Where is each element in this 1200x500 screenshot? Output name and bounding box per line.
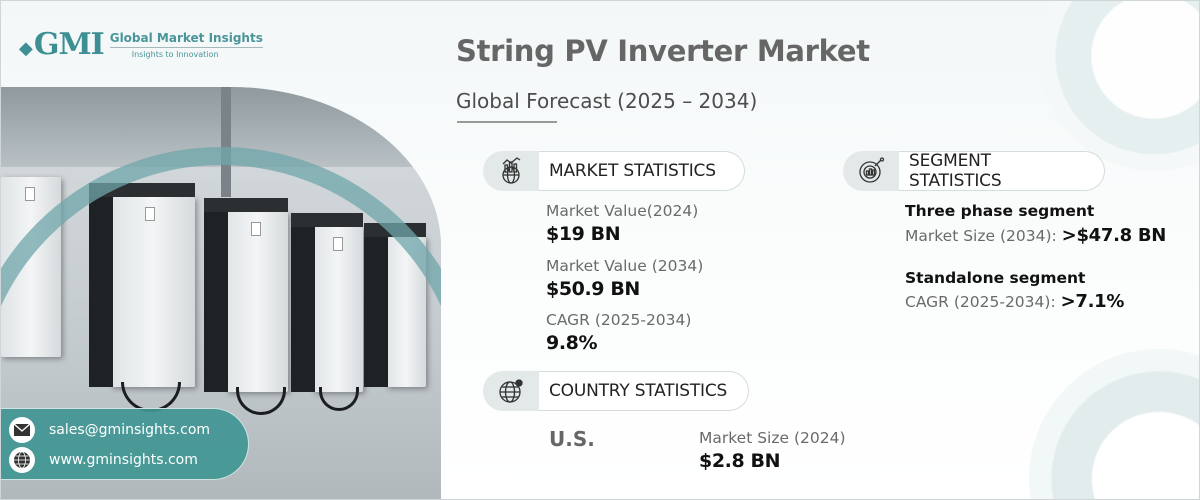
globe-pin-icon	[483, 371, 539, 411]
standalone-cagr-label: CAGR (2025-2034):	[905, 293, 1061, 311]
market-statistics-heading: MARKET STATISTICS	[539, 151, 745, 191]
market-value-2034-label: Market Value (2034)	[546, 257, 704, 275]
country-name: U.S.	[549, 427, 595, 451]
chart-globe-icon	[483, 151, 539, 191]
country-statistics-header: COUNTRY STATISTICS	[483, 371, 749, 411]
target-chart-icon	[843, 151, 899, 191]
country-statistics-heading: COUNTRY STATISTICS	[539, 371, 749, 411]
globe-icon	[9, 447, 35, 473]
segment-statistics-heading: SEGMENT STATISTICS	[899, 151, 1105, 191]
us-market-size-value: $2.8 BN	[699, 450, 781, 472]
decorative-circle-bottom-right	[1029, 349, 1199, 499]
market-statistics-header: MARKET STATISTICS	[483, 151, 745, 191]
three-phase-market-size-value: >$47.8 BN	[1061, 225, 1167, 246]
contact-bar: sales@gminsights.com www.gminsights.com	[1, 408, 249, 480]
logo-name: Global Market Insights	[109, 31, 263, 48]
email-contact[interactable]: sales@gminsights.com	[9, 415, 248, 445]
segment-statistics-header: SEGMENT STATISTICS	[843, 151, 1105, 191]
market-value-2024-label: Market Value(2024)	[546, 202, 699, 220]
three-phase-segment-stat: Market Size (2034): >$47.8 BN	[905, 225, 1166, 246]
email-link[interactable]: sales@gminsights.com	[49, 422, 211, 438]
standalone-cagr-value: >7.1%	[1060, 291, 1125, 312]
standalone-segment-stat: CAGR (2025-2034): >7.1%	[905, 291, 1124, 312]
logo-tagline: Insights to Innovation	[131, 49, 219, 59]
market-value-2024: $19 BN	[546, 223, 621, 245]
market-value-2034: $50.9 BN	[546, 278, 640, 300]
website-link[interactable]: www.gminsights.com	[49, 452, 198, 468]
page-subtitle: Global Forecast (2025 – 2034)	[456, 89, 758, 113]
gmi-logo: ◆GMI Global Market Insights Insights to …	[19, 27, 263, 62]
us-market-size-label: Market Size (2024)	[699, 429, 846, 447]
inverter-photo	[1, 87, 441, 499]
logo-mark: ◆GMI	[19, 27, 105, 62]
page-title: String PV Inverter Market	[456, 34, 870, 68]
website-contact[interactable]: www.gminsights.com	[9, 445, 248, 475]
standalone-segment-title: Standalone segment	[905, 269, 1086, 287]
cagr-label: CAGR (2025-2034)	[546, 311, 692, 329]
three-phase-market-size-label: Market Size (2034):	[905, 227, 1062, 245]
title-divider	[457, 121, 557, 123]
three-phase-segment-title: Three phase segment	[905, 202, 1095, 220]
cagr-value: 9.8%	[546, 332, 598, 354]
envelope-icon	[9, 417, 35, 443]
decorative-circle-top-right	[1039, 1, 1199, 171]
